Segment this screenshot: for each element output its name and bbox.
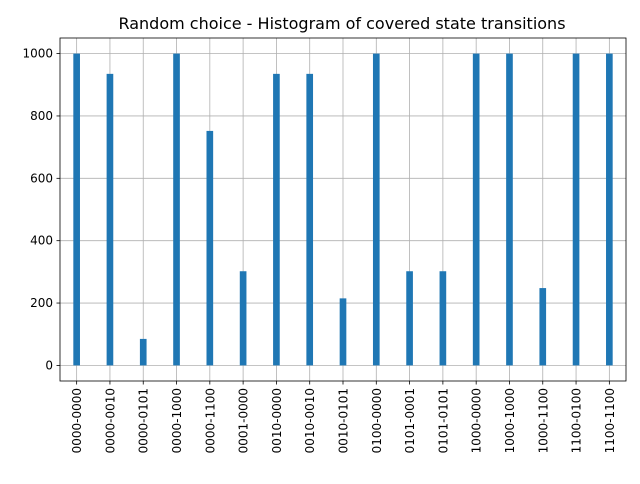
bars <box>73 53 613 366</box>
x-tick-label: 0001-0000 <box>237 388 251 453</box>
x-tick-label: 1100-0100 <box>570 388 584 453</box>
bar-1000-0000 <box>472 53 480 366</box>
bar-0010-0101 <box>339 298 347 366</box>
y-tick-label: 200 <box>30 296 53 310</box>
bar-0010-0000 <box>273 73 280 366</box>
x-tick-label: 0010-0000 <box>270 388 284 453</box>
bar-1000-1000 <box>506 53 513 366</box>
ticks: 0 200 400 600 800 1000 0000-0000 0000-0010 0000-… <box>22 47 616 454</box>
y-tick-label: 0 <box>45 358 53 372</box>
x-tick-label: 0000-0010 <box>103 388 117 453</box>
x-tick-label: 1100-1100 <box>603 388 617 453</box>
x-tick-label: 1000-1000 <box>503 388 517 453</box>
bar-0000-0000 <box>73 53 80 366</box>
bar-0000-0010 <box>106 73 114 366</box>
x-tick-label: 0000-0000 <box>70 388 84 453</box>
x-tick-label: 0101-0101 <box>436 388 450 453</box>
bar-0101-0001 <box>406 271 413 366</box>
y-tick-label: 400 <box>30 234 53 248</box>
bar-0001-0000 <box>239 271 247 366</box>
x-tick-label: 0000-1100 <box>203 388 217 453</box>
x-tick-label: 1000-1100 <box>536 388 550 453</box>
bar-0010-0010 <box>306 73 314 366</box>
x-tick-label: 0100-0000 <box>370 388 384 453</box>
y-tick-label: 1000 <box>22 47 53 61</box>
x-tick-label: 0000-0101 <box>137 388 151 453</box>
y-tick-label: 600 <box>30 171 53 185</box>
x-tick-label: 0000-1000 <box>170 388 184 453</box>
x-tick-label: 0101-0001 <box>403 388 417 453</box>
bar-0000-1100 <box>206 130 214 366</box>
bar-0100-0000 <box>372 53 380 366</box>
y-tick-label: 800 <box>30 109 53 123</box>
x-tick-label: 0010-0101 <box>337 388 351 453</box>
x-tick-label: 0010-0010 <box>303 388 317 453</box>
bar-0000-0101 <box>139 338 147 366</box>
bar-1000-1100 <box>539 288 547 366</box>
bar-0000-1000 <box>173 53 180 366</box>
chart-title: Random choice - Histogram of covered sta… <box>118 14 565 33</box>
bar-1100-0100 <box>572 53 580 366</box>
x-tick-label: 1000-0000 <box>470 388 484 453</box>
bar-1100-1100 <box>606 53 613 366</box>
bar-0101-0101 <box>439 271 447 366</box>
